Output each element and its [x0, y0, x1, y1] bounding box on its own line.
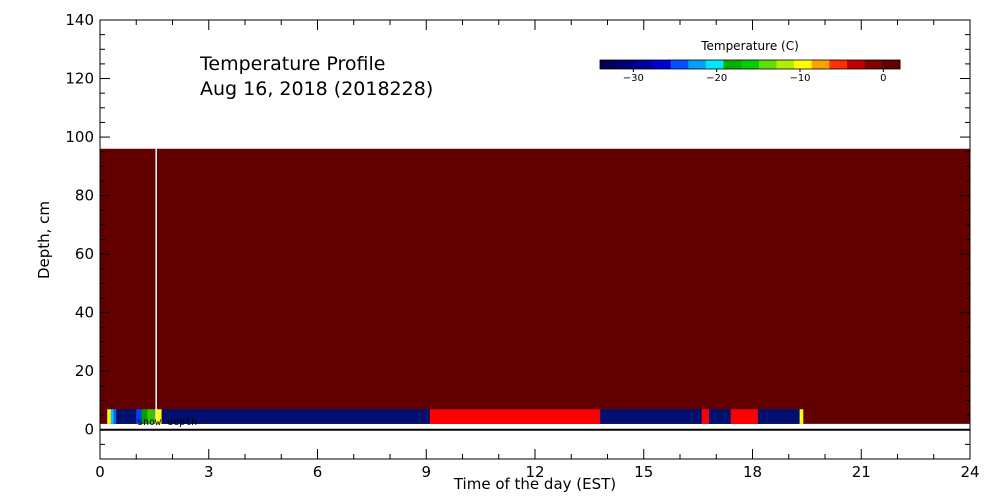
colorbar-swatch [794, 60, 813, 69]
colorbar: Temperature (C) −30 −20 −10 0 [599, 39, 901, 84]
x-tick-label: 21 [852, 463, 871, 481]
chart-title-line1: Temperature Profile [199, 53, 385, 75]
colorbar-tick-label: −30 [623, 73, 644, 84]
y-tick-label: 60 [75, 245, 94, 263]
x-tick-label: 9 [421, 463, 431, 481]
temperature-cell-7 [156, 409, 162, 424]
temperature-cell-0 [107, 409, 111, 424]
colorbar-swatch [670, 60, 689, 69]
colorbar-swatch [741, 60, 760, 69]
colorbar-tick-label: 0 [880, 73, 886, 84]
colorbar-swatch [652, 60, 672, 69]
y-tick-label: 20 [75, 362, 94, 380]
x-tick-label: 6 [313, 463, 323, 481]
colorbar-swatch [705, 60, 725, 69]
temperature-cell-14 [757, 409, 800, 424]
x-tick-label: 24 [960, 463, 979, 481]
plot-area [100, 148, 970, 459]
colorbar-swatch [635, 60, 654, 69]
colorbar-tick-label: −10 [789, 73, 810, 84]
colorbar-swatch [882, 60, 901, 69]
temperature-cell-4 [136, 409, 142, 424]
colorbar-frame [599, 59, 901, 70]
colorbar-swatch [811, 60, 830, 69]
colorbar-swatch [847, 60, 866, 69]
temperature-cell-12 [709, 409, 731, 424]
temperature-cell-6 [147, 409, 157, 424]
x-axis-title: Time of the day (EST) [453, 475, 616, 493]
y-tick-label: 140 [65, 11, 94, 29]
temperature-cell-13 [730, 409, 758, 424]
x-tick-label: 15 [634, 463, 653, 481]
temperature-cell-11 [701, 409, 709, 424]
temperature-cell-10 [600, 409, 702, 424]
temperature-cell-8 [161, 409, 430, 424]
colorbar-tick-label: −20 [706, 73, 727, 84]
x-tick-label: 3 [204, 463, 214, 481]
y-tick-label: 40 [75, 304, 94, 322]
y-tick-label: 0 [84, 421, 94, 439]
colorbar-swatch [758, 60, 777, 69]
axes: 0 3 6 9 12 15 18 21 24 0 20 40 60 80 100 120 140 [65, 11, 979, 481]
chart-title-line2: Aug 16, 2018 (2018228) [200, 78, 433, 100]
colorbar-swatch [864, 60, 883, 69]
colorbar-swatch [617, 60, 636, 69]
colorbar-swatch [776, 60, 795, 69]
y-axis-title: Depth, cm [35, 201, 53, 279]
colorbar-swatch [688, 60, 707, 69]
temperature-cell-9 [429, 409, 601, 424]
temperature-cell-5 [141, 409, 148, 424]
colorbar-swatch [829, 60, 848, 69]
temperature-field [100, 148, 970, 424]
colorbar-swatch [723, 60, 742, 69]
colorbar-title: Temperature (C) [700, 39, 799, 53]
colorbar-swatch [600, 60, 619, 69]
x-tick-label: 18 [743, 463, 762, 481]
temperature-cell-1 [110, 409, 114, 424]
snow-depth-annotation: snow depth [137, 417, 197, 428]
x-tick-label: 0 [95, 463, 105, 481]
y-tick-label: 120 [65, 70, 94, 88]
y-tick-label: 100 [65, 128, 94, 146]
temperature-cell-3 [116, 409, 137, 424]
x-tick-label: 12 [525, 463, 544, 481]
temperature-cell-2 [113, 409, 117, 424]
temperature-cell-15 [799, 409, 804, 424]
y-tick-label: 80 [75, 187, 94, 205]
